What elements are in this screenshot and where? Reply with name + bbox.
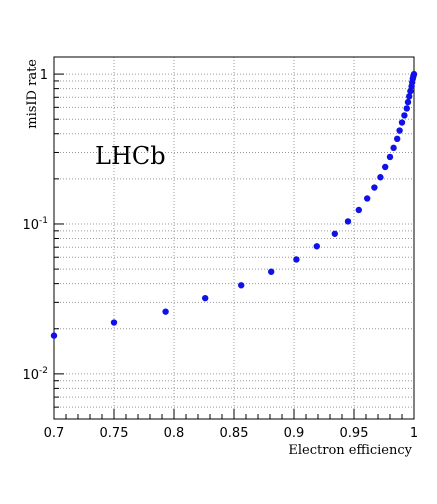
data-point [344, 218, 352, 225]
x-tick-label: 0.9 [284, 426, 305, 441]
grid-lines [54, 57, 414, 420]
axis-ticks [53, 73, 415, 420]
data-point [382, 163, 389, 171]
x-tick-label: 0.75 [100, 426, 129, 441]
y-tick-exponent: -2 [39, 366, 48, 376]
y-tick-base: 10 [22, 218, 39, 233]
x-tick-label: 1 [410, 426, 418, 441]
data-point [364, 195, 371, 202]
y-tick-label: 10-1 [22, 216, 48, 233]
data-point [386, 153, 394, 161]
data-point [313, 243, 320, 250]
x-tick-label: 0.95 [340, 426, 369, 441]
data-point [406, 93, 413, 100]
x-tick-label: 0.7 [44, 426, 65, 441]
tick-labels: 0.7 0.75 0.8 0.85 0.9 0.95 110-210-11 [22, 68, 418, 441]
data-point [238, 282, 245, 289]
data-point [331, 230, 338, 237]
data-point [371, 184, 378, 191]
data-point [162, 308, 169, 315]
data-point [394, 135, 401, 143]
y-axis-label: misID rate [25, 59, 40, 129]
data-point [404, 98, 412, 106]
data-point [202, 294, 209, 302]
data-point [390, 144, 397, 152]
lhcb-annotation: LHCb [95, 142, 166, 170]
x-tick-label: 0.85 [220, 426, 249, 441]
data-point [268, 268, 275, 275]
data-point [110, 319, 118, 326]
x-tick-label: 0.8 [164, 426, 185, 441]
y-tick-label: 1 [40, 68, 48, 83]
data-point [410, 70, 418, 78]
data-point [396, 127, 403, 134]
y-tick-base: 10 [22, 368, 39, 383]
data-point [407, 87, 414, 95]
x-axis-label: Electron efficiency [288, 443, 412, 458]
data-point [293, 256, 300, 263]
data-points [50, 70, 418, 339]
y-tick-label: 10-2 [22, 366, 48, 383]
y-tick-exponent: -1 [39, 216, 48, 226]
data-point [377, 174, 384, 181]
data-point [398, 119, 406, 126]
data-point [403, 105, 410, 112]
data-point [355, 206, 362, 214]
data-point [401, 112, 408, 119]
data-point [50, 332, 58, 339]
